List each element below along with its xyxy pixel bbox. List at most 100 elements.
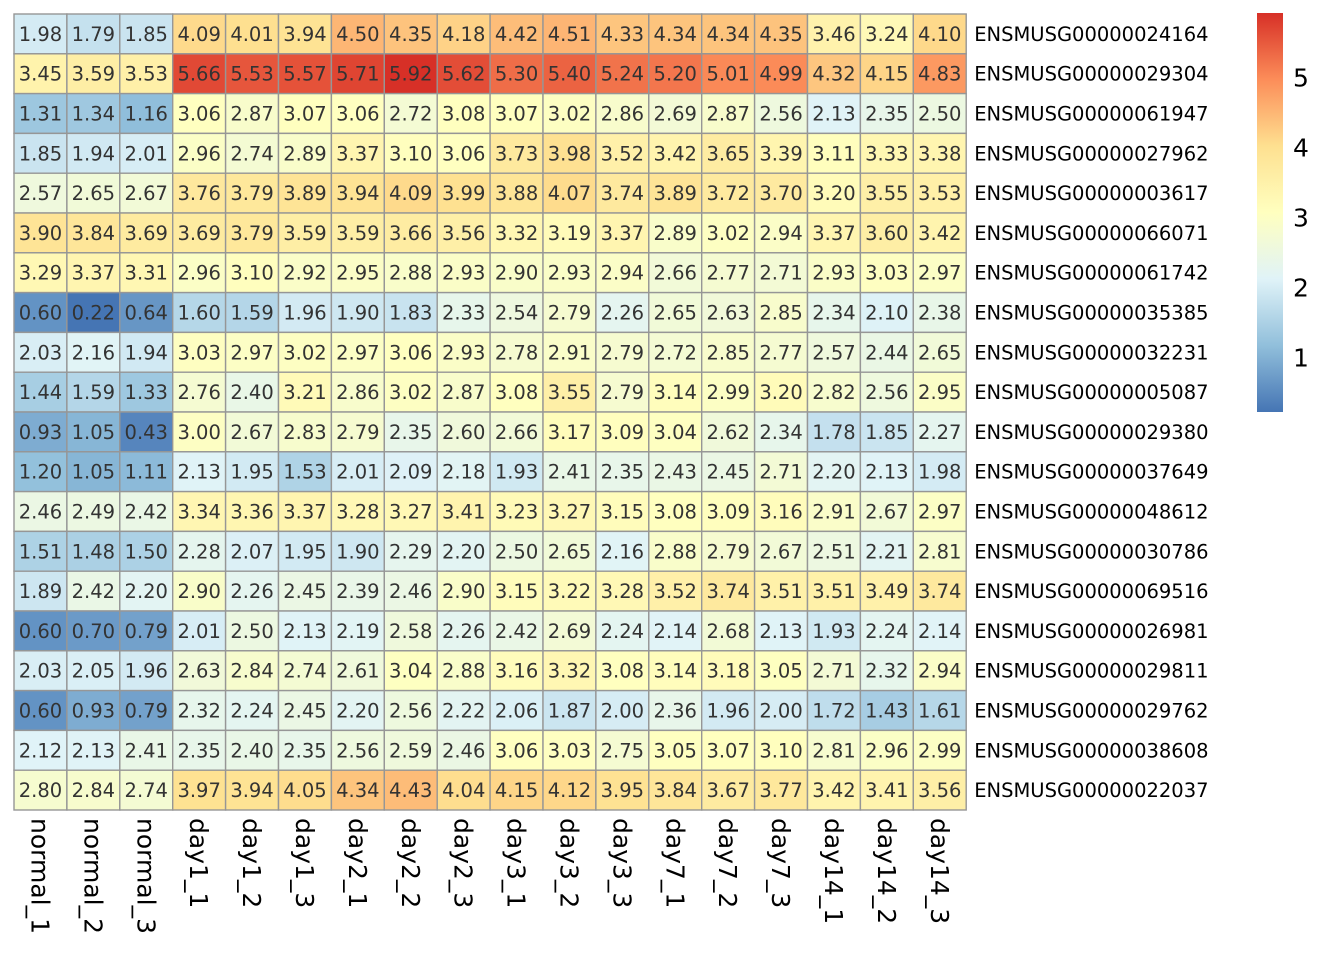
cell-value-label: 2.20: [442, 540, 485, 563]
heatmap-cell: [859, 291, 915, 334]
heatmap-cell: [13, 411, 68, 453]
cell-value-label: 2.56: [336, 739, 379, 762]
heatmap-cell: [277, 371, 333, 413]
row-label: ENSMUSG00000005087: [974, 381, 1208, 404]
cell-value-label: 3.05: [654, 739, 697, 762]
cell-value-label: 4.32: [812, 63, 855, 86]
heatmap-cell: [595, 650, 650, 692]
cell-value-label: 3.23: [495, 501, 538, 524]
cell-value-label: 2.95: [918, 381, 961, 404]
cell-value-label: 3.99: [442, 182, 485, 205]
heatmap-cell: [489, 132, 544, 174]
cell-value-label: 3.21: [283, 381, 326, 404]
cell-value-label: 1.59: [230, 302, 273, 325]
cell-value-label: 2.91: [812, 501, 855, 524]
cell-value-label: 2.75: [601, 739, 644, 762]
cell-value-label: 3.59: [336, 222, 379, 245]
cell-value-label: 3.02: [283, 341, 326, 364]
cell-value-label: 5.40: [548, 63, 591, 86]
heatmap-cell: [701, 610, 756, 652]
heatmap-cell: [119, 650, 174, 692]
heatmap-cell: [648, 570, 703, 612]
cell-value-label: 2.40: [230, 381, 273, 404]
cell-value-label: 3.38: [918, 142, 961, 165]
cell-value-label: 2.26: [230, 580, 273, 603]
cell-value-label: 2.93: [442, 341, 485, 364]
cell-value-label: 3.11: [812, 142, 855, 165]
cell-value-label: 2.40: [230, 739, 273, 762]
heatmap-cell: [224, 53, 280, 95]
heatmap-cell: [542, 331, 597, 373]
cell-value-label: 3.08: [495, 381, 538, 404]
cell-value-label: 2.87: [706, 103, 749, 126]
row-label: ENSMUSG00000027962: [974, 142, 1208, 165]
heatmap-cell: [701, 132, 756, 174]
cell-value-label: 2.88: [442, 660, 485, 683]
cell-value-label: 2.97: [918, 262, 961, 285]
cell-value-label: 2.59: [389, 739, 432, 762]
row-label: ENSMUSG00000026981: [974, 620, 1208, 643]
cell-value-label: 2.13: [177, 461, 220, 484]
cell-value-label: 1.94: [125, 341, 168, 364]
cell-value-label: 3.20: [759, 381, 802, 404]
heatmap-cell: [489, 689, 544, 732]
heatmap-cell: [66, 53, 121, 95]
heatmap-cell: [66, 689, 121, 732]
legend-tick-label: 1: [1293, 343, 1309, 372]
heatmap-cell: [753, 172, 809, 214]
cell-value-label: 3.22: [548, 580, 591, 603]
heatmap-cell: [912, 490, 967, 533]
cell-value-label: 2.22: [442, 700, 485, 723]
cell-value-label: 3.36: [230, 501, 273, 524]
cell-value-label: 1.96: [283, 302, 326, 325]
column-label: day7_3: [766, 818, 795, 908]
heatmap-cell: [595, 212, 650, 254]
cell-value-label: 2.34: [759, 421, 802, 444]
cell-value-label: 3.70: [759, 182, 802, 205]
cell-value-label: 3.33: [865, 142, 908, 165]
heatmap-cell: [595, 132, 650, 174]
heatmap-cell: [277, 490, 333, 533]
cell-value-label: 4.15: [865, 63, 908, 86]
cell-value-label: 4.33: [601, 23, 644, 46]
heatmap-cell: [119, 331, 174, 373]
column-label: day1_3: [290, 818, 319, 908]
heatmap-cell: [912, 13, 967, 55]
heatmap-cell: [806, 331, 862, 373]
heatmap-cell: [119, 490, 174, 533]
heatmap-cell: [912, 729, 967, 771]
cell-value-label: 3.59: [72, 63, 115, 86]
heatmap-cell: [277, 172, 333, 214]
row-label: ENSMUSG00000061742: [974, 262, 1208, 285]
cell-value-label: 2.32: [865, 660, 908, 683]
heatmap-cell: [806, 291, 862, 334]
heatmap-cell: [224, 610, 280, 652]
cell-value-label: 3.00: [177, 421, 220, 444]
cell-value-label: 0.93: [72, 700, 115, 723]
cell-value-label: 2.76: [177, 381, 220, 404]
cell-value-label: 3.20: [812, 182, 855, 205]
cell-value-label: 2.88: [389, 262, 432, 285]
heatmap-cell: [753, 212, 809, 254]
cell-value-label: 2.29: [389, 540, 432, 563]
cell-value-label: 3.74: [601, 182, 644, 205]
cell-value-label: 2.90: [177, 580, 220, 603]
cell-value-label: 1.90: [336, 302, 379, 325]
cell-value-label: 0.79: [125, 700, 168, 723]
cell-value-label: 2.77: [706, 262, 749, 285]
column-label: day14_3: [925, 818, 954, 924]
cell-value-label: 3.49: [865, 580, 908, 603]
heatmap-cell: [648, 212, 703, 254]
cell-value-label: 2.93: [548, 262, 591, 285]
column-label: normal_2: [78, 818, 107, 934]
heatmap-cell: [912, 212, 967, 254]
heatmap-cell: [436, 212, 491, 254]
heatmap-cell: [383, 291, 438, 334]
heatmap-cell: [912, 371, 967, 413]
cell-value-label: 1.61: [918, 700, 961, 723]
cell-value-label: 3.76: [177, 182, 220, 205]
cell-value-label: 2.57: [19, 182, 62, 205]
heatmap-cell: [648, 132, 703, 174]
cell-value-label: 3.37: [601, 222, 644, 245]
heatmap-cell: [66, 610, 121, 652]
